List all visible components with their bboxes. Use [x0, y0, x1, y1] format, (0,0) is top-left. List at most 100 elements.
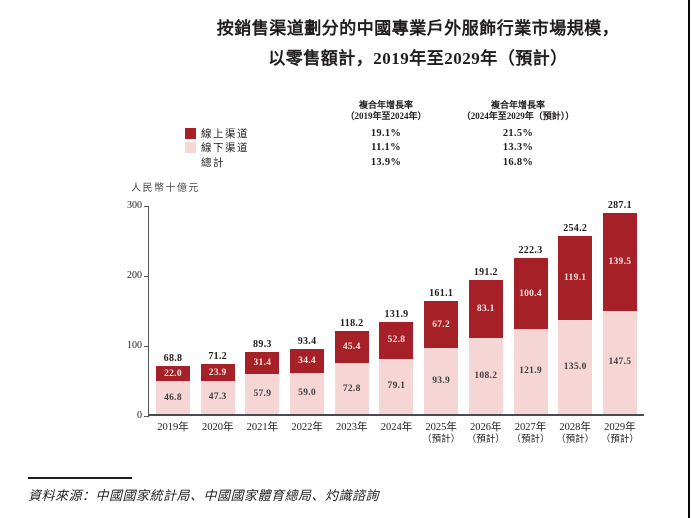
- bar-segment-offline: 46.8: [156, 381, 190, 414]
- x-axis-year: 2025年: [425, 422, 457, 433]
- bar-total-label: 68.8: [163, 352, 183, 364]
- bar-online-value: 52.8: [387, 335, 406, 346]
- bar-group: 118.2 45.4 72.8 2023年: [334, 318, 369, 433]
- x-axis-label: 2026年 （預計）: [467, 422, 505, 446]
- offline-legend-swatch: [185, 142, 196, 154]
- legend-row-online: 線上渠道: [185, 126, 330, 141]
- bar-segment-offline: 121.9: [513, 328, 548, 414]
- bar-segment-offline: 79.1: [379, 358, 414, 414]
- bar-segment-offline: 72.8: [334, 363, 369, 414]
- x-axis-forecast-label: （預計）: [511, 435, 550, 445]
- x-axis-forecast-label: （預計）: [466, 435, 505, 445]
- cagr-total-2024-2029: 16.8%: [502, 156, 534, 168]
- cagr-corner-cell: [185, 100, 330, 126]
- x-axis-year: 2024年: [380, 422, 413, 433]
- bar-offline-value: 147.5: [608, 357, 632, 368]
- bar-offline-value: 135.0: [563, 361, 587, 372]
- cagr-table: 複合年增長率 （2019年至2024年） 複合年增長率 （2024年至2029年…: [185, 100, 594, 170]
- plot-area: 68.8 22.0 46.8 2019年 71.2 23.9 47.3 2020年 89.3 31…: [148, 200, 644, 445]
- bar-offline-value: 59.0: [298, 388, 316, 399]
- x-axis-label: 2019年: [157, 422, 189, 434]
- bar-group: 93.4 34.4 59.0 2022年: [290, 335, 325, 433]
- cagr-col1-header: 複合年增長率 （2019年至2024年）: [330, 100, 442, 126]
- cagr-col2-header: 複合年增長率 （2024年至2029年（預計））: [442, 100, 594, 126]
- bar-segment-offline: 147.5: [602, 310, 637, 414]
- bar-segment-online: 23.9: [200, 364, 235, 381]
- legend-label-online: 線上渠道: [201, 128, 249, 140]
- bar-offline-value: 47.3: [208, 392, 227, 403]
- y-axis-tick-label: 100: [106, 340, 149, 352]
- bar-offline-value: 46.8: [164, 392, 182, 403]
- bar-group: 254.2 119.1 135.0 2028年 （預計）: [556, 223, 594, 445]
- bar-segment-online: 52.8: [379, 321, 414, 359]
- bar-segment-online: 34.4: [290, 348, 325, 373]
- bar-segment-online: 22.0: [156, 365, 190, 382]
- x-axis-label: 2023年: [336, 422, 368, 434]
- bar-group: 89.3 31.4 57.9 2021年: [245, 339, 280, 433]
- bar-online-value: 31.4: [253, 357, 272, 368]
- x-axis-label: 2022年: [291, 422, 323, 434]
- bar-total-label: 161.1: [429, 288, 454, 300]
- bar-segment-offline: 108.2: [468, 338, 503, 414]
- cagr-total-2019-2024: 13.9%: [370, 156, 402, 168]
- chart-title-line2: 以零售額計，2019年至2029年（預計）: [268, 49, 568, 68]
- bar-segment-online: 83.1: [468, 280, 503, 339]
- online-legend-swatch: [185, 127, 196, 139]
- bar-segment-online: 119.1: [558, 236, 593, 320]
- source-divider: [28, 477, 132, 479]
- legend-label-offline: 線下渠道: [201, 143, 249, 155]
- bar-group: 68.8 22.0 46.8 2019年: [156, 352, 190, 433]
- bar-online-value: 45.4: [342, 342, 361, 353]
- bar-total-label: 93.4: [297, 335, 317, 347]
- cagr-online-2019-2024: 19.1%: [370, 127, 402, 139]
- page-right-border: [688, 0, 690, 518]
- bar-online-value: 83.1: [476, 304, 495, 315]
- x-axis-label: 2028年 （預計）: [556, 422, 594, 446]
- bar-segment-offline: 93.9: [424, 348, 459, 414]
- bar-offline-value: 121.9: [519, 366, 542, 377]
- bar-online-value: 119.1: [564, 272, 587, 283]
- x-axis-year: 2022年: [291, 422, 323, 433]
- bar-online-value: 100.4: [519, 288, 542, 299]
- chart-title-line1: 按銷售渠道劃分的中國專業戶外服飾行業市場規模，: [216, 19, 620, 38]
- x-axis-year: 2026年: [470, 422, 502, 433]
- x-axis-year: 2028年: [559, 422, 591, 433]
- bar-offline-value: 93.9: [432, 376, 451, 387]
- x-axis-year: 2029年: [604, 422, 636, 433]
- y-axis-tick-label: 200: [106, 270, 149, 282]
- bar-segment-online: 139.5: [602, 213, 637, 311]
- bar-group: 161.1 67.2 93.9 2025年 （預計）: [422, 288, 460, 445]
- bar-segment-offline: 57.9: [245, 373, 280, 414]
- x-axis-year: 2027年: [514, 422, 547, 433]
- x-axis-year: 2023年: [336, 422, 368, 433]
- y-axis-unit-label: 人民幣十億元: [131, 183, 200, 194]
- bar-segment-online: 31.4: [245, 351, 280, 374]
- bar-offline-value: 72.8: [342, 383, 361, 394]
- bar-group: 222.3 100.4 121.9 2027年 （預計）: [511, 245, 549, 445]
- bar-online-value: 34.4: [298, 355, 316, 366]
- bars: 68.8 22.0 46.8 2019年 71.2 23.9 47.3 2020年 89.3 31…: [149, 200, 644, 445]
- x-axis-label: 2025年 （預計）: [422, 422, 460, 446]
- legend-row-total: 總計: [185, 155, 330, 170]
- bar-group: 287.1 139.5 147.5 2029年 （預計）: [601, 200, 639, 445]
- source-note: 資料來源：中國國家統計局、中國國家體育總局、灼識諮詢: [28, 488, 380, 503]
- bar-total-label: 254.2: [563, 223, 588, 235]
- y-axis-tick-label: 300: [106, 200, 149, 212]
- legend-label-total: 總計: [201, 157, 225, 169]
- x-axis-label: 2029年 （預計）: [601, 422, 639, 446]
- bar-online-value: 67.2: [432, 319, 451, 330]
- bar-total-label: 191.2: [473, 267, 498, 279]
- bar-offline-value: 79.1: [387, 381, 406, 392]
- x-axis-label: 2027年 （預計）: [511, 422, 549, 446]
- cagr-offline-2019-2024: 11.1%: [371, 142, 401, 154]
- bar-offline-value: 108.2: [474, 371, 498, 382]
- x-axis-label: 2020年: [202, 422, 234, 434]
- x-axis-year: 2019年: [157, 422, 189, 433]
- total-legend-swatch-placeholder: [185, 157, 196, 168]
- cagr-col2-header-line2: （2024年至2029年（預計））: [461, 111, 575, 121]
- cagr-col2-header-line1: 複合年增長率: [490, 100, 545, 110]
- bar-group: 71.2 23.9 47.3 2020年: [200, 351, 235, 433]
- bar-segment-online: 67.2: [424, 301, 459, 349]
- bar-segment-offline: 135.0: [558, 319, 593, 414]
- bar-group: 191.2 83.1 108.2 2026年 （預計）: [467, 267, 505, 445]
